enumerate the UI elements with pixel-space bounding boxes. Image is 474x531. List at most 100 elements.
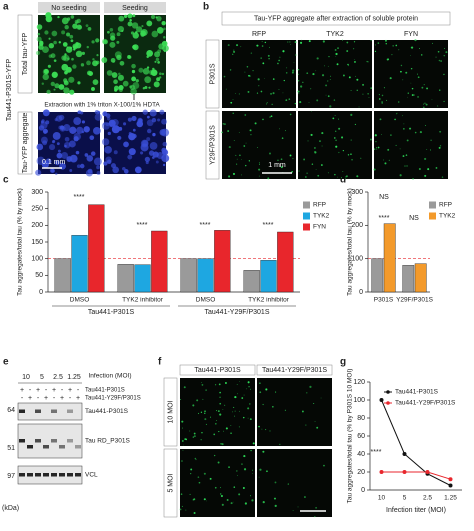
- speck: [414, 131, 417, 134]
- speck: [79, 163, 85, 169]
- speck: [222, 409, 224, 410]
- speck: [341, 136, 344, 139]
- x-tick-label: P301S: [374, 297, 394, 304]
- speck: [51, 30, 58, 37]
- panel-label: g: [340, 357, 346, 368]
- speck: [424, 174, 427, 177]
- speck: [122, 80, 129, 87]
- speck: [142, 68, 150, 75]
- speck: [37, 32, 41, 36]
- speck: [280, 166, 283, 169]
- speck: [109, 32, 116, 38]
- side-label: Tau441-P301S-YFP: [6, 59, 13, 122]
- sign: +: [20, 387, 24, 394]
- speck: [374, 134, 377, 137]
- speck: [228, 466, 230, 468]
- bar: [402, 265, 415, 293]
- speck: [329, 105, 332, 108]
- speck: [182, 449, 184, 451]
- speck: [345, 175, 348, 178]
- speck: [70, 39, 74, 43]
- row-head: [205, 110, 220, 180]
- speck: [47, 64, 51, 68]
- speck: [101, 57, 108, 63]
- speck: [410, 46, 414, 49]
- speck: [262, 118, 264, 121]
- speck: [42, 109, 50, 117]
- speck: [259, 163, 261, 165]
- speck: [248, 386, 250, 388]
- speck: [310, 88, 312, 90]
- band-label: VCL: [85, 472, 98, 479]
- y-tick-label: 200: [31, 222, 43, 229]
- speck: [430, 139, 432, 141]
- speck: [216, 420, 218, 421]
- speck: [258, 175, 260, 177]
- speck: [84, 153, 89, 157]
- speck: [269, 430, 271, 432]
- speck: [75, 50, 83, 58]
- legend-swatch: [303, 201, 310, 209]
- mw-label: 97: [7, 473, 15, 480]
- speck: [194, 435, 196, 438]
- speck: [46, 89, 51, 94]
- speck: [367, 61, 369, 63]
- sign: -: [37, 395, 40, 402]
- panel-label: a: [3, 2, 9, 13]
- speck: [399, 148, 401, 150]
- speck: [240, 174, 242, 176]
- speck: [236, 44, 239, 47]
- col-head: [179, 364, 256, 376]
- speck: [38, 44, 44, 50]
- speck: [235, 93, 236, 94]
- speck: [238, 493, 241, 496]
- speck: [242, 487, 245, 490]
- row-label: P301S: [209, 63, 216, 84]
- speck: [221, 443, 224, 446]
- speck: [379, 118, 382, 121]
- speck: [400, 70, 402, 73]
- speck: [262, 450, 265, 453]
- speck: [87, 168, 93, 174]
- speck: [412, 178, 414, 180]
- speck: [155, 57, 160, 62]
- speck: [69, 89, 75, 95]
- speck: [218, 383, 221, 386]
- speck: [390, 134, 392, 136]
- speck: [336, 63, 339, 66]
- column-label: Tau441-Y29F/P301S: [262, 367, 327, 374]
- speck: [378, 98, 381, 100]
- speck: [377, 42, 380, 44]
- speck: [347, 154, 350, 156]
- speck: [201, 382, 203, 383]
- speck: [214, 486, 217, 489]
- x-tick-label: TYK2 inhibitor: [248, 297, 290, 304]
- speck: [181, 460, 183, 462]
- sign: +: [44, 395, 48, 402]
- speck: [420, 54, 423, 56]
- speck: [369, 138, 372, 141]
- speck: [226, 499, 229, 501]
- speck: [297, 73, 299, 75]
- speck: [345, 178, 347, 180]
- speck: [272, 78, 275, 80]
- speck: [225, 88, 227, 90]
- speck: [68, 76, 75, 83]
- speck: [250, 134, 252, 136]
- speck: [267, 54, 270, 57]
- speck: [50, 53, 56, 59]
- speck: [201, 432, 203, 434]
- group-label: Tau441-Y29F/P301S: [205, 309, 270, 316]
- speck: [387, 148, 390, 151]
- speck: [190, 468, 193, 471]
- speck: [350, 89, 352, 92]
- speck: [376, 147, 378, 149]
- speck: [404, 165, 406, 167]
- speck: [51, 71, 58, 78]
- speck: [256, 92, 259, 94]
- speck: [123, 14, 128, 19]
- speck: [265, 103, 267, 105]
- speck: [338, 127, 341, 130]
- speck: [280, 158, 283, 161]
- speck: [396, 113, 398, 115]
